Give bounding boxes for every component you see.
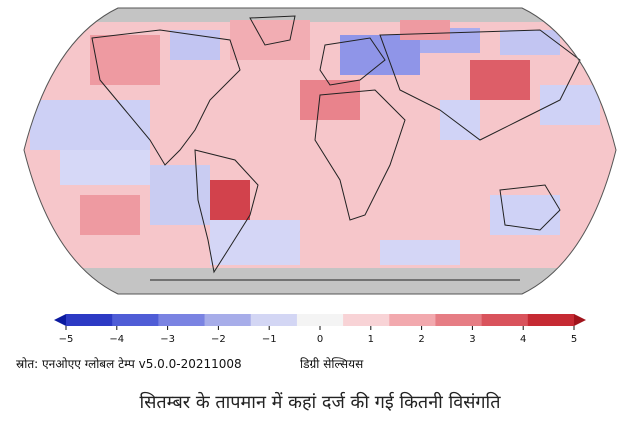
source-label: स्रोत: एनओएए ग्लोबल टेम्प v5.0.0-2021100… (16, 357, 242, 371)
temperature-anomaly-map (23, 7, 617, 295)
colorbar-tick-label: 4 (520, 334, 526, 345)
colorbar-tick-label: 2 (418, 334, 424, 345)
colorbar-segment (296, 314, 344, 326)
south-america-outline (194, 149, 259, 274)
anomaly-cell-cool (500, 30, 560, 55)
africa-outline (314, 89, 406, 221)
asia-outline (379, 29, 581, 141)
colorbar-segment (343, 314, 390, 326)
colorbar-tick-label: −1 (262, 334, 277, 345)
colorbar-tick-label: −2 (211, 334, 226, 345)
colorbar-tick-label: 1 (368, 334, 374, 345)
anomaly-cell-cool (60, 150, 150, 185)
anomaly-cell-warm (470, 60, 530, 100)
colorbar-tick-label: 0 (317, 334, 323, 345)
anomaly-cell-cool (490, 195, 560, 235)
colorbar-segment (250, 314, 298, 326)
australia-outline (499, 184, 561, 231)
arctic-no-data (24, 8, 616, 22)
anomaly-cell-warm (300, 80, 360, 120)
anomaly-cell-warm (230, 20, 310, 60)
north-america-outline (91, 29, 241, 166)
anomaly-cell-cool (340, 35, 420, 75)
colorbar-tick-label: 5 (571, 334, 577, 345)
colorbar-segment (435, 314, 483, 326)
colorbar-tick-label: −3 (160, 334, 175, 345)
anomaly-cell-warm (90, 35, 160, 85)
anomaly-cell-warm (400, 20, 450, 40)
colorbar-segment (66, 314, 113, 326)
globe-border (23, 7, 617, 295)
anomaly-cell-warm (80, 195, 140, 235)
colorbar-segment (389, 314, 436, 326)
colorbar: −5 −4 −3 −2 −1 0 1 2 3 4 5 (54, 314, 586, 345)
colorbar-low-extend (54, 314, 66, 326)
colorbar-segment (204, 314, 252, 326)
units-label: डिग्री सेल्सियस (300, 357, 364, 371)
greenland-outline (249, 15, 296, 46)
anomaly-cell-warm (210, 180, 250, 220)
map-caption: सितम्बर के तापमान में कहां दर्ज की गई कि… (139, 392, 501, 413)
colorbar-segment (112, 314, 159, 326)
europe-outline (319, 37, 386, 86)
anomaly-cell-cool (150, 165, 210, 225)
colorbar-ticks: −5 −4 −3 −2 −1 0 1 2 3 4 5 (59, 326, 577, 345)
colorbar-tick-label: −4 (109, 334, 124, 345)
antarctic-no-data (24, 268, 616, 294)
colorbar-tick-label: 3 (469, 334, 475, 345)
continent-outlines (91, 15, 581, 281)
anomaly-cell-cool (210, 220, 300, 265)
anomaly-cell-cool (440, 100, 480, 140)
colorbar-segment (158, 314, 206, 326)
anomaly-cell-cool (30, 100, 150, 150)
colorbar-segments (54, 314, 586, 326)
colorbar-tick-label: −5 (59, 334, 74, 345)
anomaly-cell-cool (380, 240, 460, 265)
colorbar-high-extend (574, 314, 586, 326)
colorbar-segment (527, 314, 575, 326)
colorbar-segment (481, 314, 529, 326)
